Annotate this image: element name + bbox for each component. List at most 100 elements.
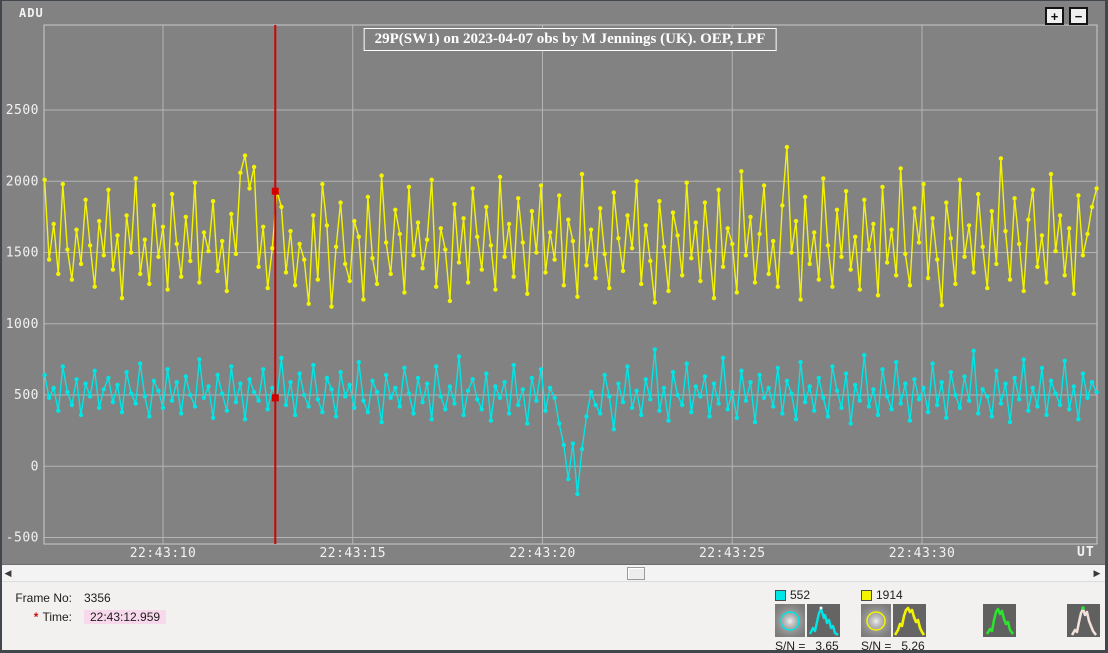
fitted-psf-thumbnail-white[interactable] bbox=[1067, 604, 1100, 637]
data-point[interactable] bbox=[292, 283, 298, 288]
data-point[interactable] bbox=[775, 365, 780, 371]
data-point[interactable] bbox=[279, 204, 284, 210]
data-point[interactable] bbox=[338, 200, 343, 205]
data-point[interactable] bbox=[356, 360, 361, 365]
data-point[interactable] bbox=[730, 241, 735, 247]
data-point[interactable] bbox=[976, 411, 981, 416]
data-point[interactable] bbox=[652, 300, 657, 305]
data-point[interactable] bbox=[302, 257, 307, 262]
data-point[interactable] bbox=[78, 261, 84, 267]
data-point[interactable] bbox=[420, 266, 425, 271]
data-point[interactable] bbox=[484, 204, 489, 210]
data-point[interactable] bbox=[251, 389, 257, 395]
data-point[interactable] bbox=[898, 401, 903, 406]
data-point[interactable] bbox=[980, 244, 985, 249]
data-point[interactable] bbox=[415, 375, 421, 381]
data-point[interactable] bbox=[147, 414, 152, 419]
data-point[interactable] bbox=[802, 399, 808, 405]
data-point[interactable] bbox=[452, 401, 457, 406]
data-point[interactable] bbox=[311, 213, 316, 218]
data-point[interactable] bbox=[784, 144, 790, 150]
data-point[interactable] bbox=[730, 389, 735, 395]
data-point[interactable] bbox=[447, 298, 453, 304]
data-point[interactable] bbox=[356, 234, 361, 239]
data-point[interactable] bbox=[707, 248, 712, 254]
data-point[interactable] bbox=[839, 405, 844, 410]
data-point[interactable] bbox=[884, 394, 890, 399]
data-point[interactable] bbox=[752, 419, 758, 425]
data-point[interactable] bbox=[1012, 375, 1017, 381]
data-point[interactable] bbox=[557, 193, 562, 198]
data-point[interactable] bbox=[1071, 291, 1077, 296]
data-point[interactable] bbox=[124, 370, 129, 375]
data-point[interactable] bbox=[87, 394, 93, 399]
data-point[interactable] bbox=[1035, 264, 1040, 269]
data-point[interactable] bbox=[771, 238, 776, 244]
data-point[interactable] bbox=[324, 375, 330, 381]
data-point[interactable] bbox=[538, 367, 544, 372]
data-point[interactable] bbox=[925, 409, 931, 415]
data-point[interactable] bbox=[397, 404, 402, 409]
data-point[interactable] bbox=[65, 389, 70, 395]
data-point[interactable] bbox=[598, 411, 603, 416]
data-point[interactable] bbox=[224, 288, 229, 294]
data-point[interactable] bbox=[725, 226, 730, 231]
data-point[interactable] bbox=[1089, 204, 1095, 210]
data-point[interactable] bbox=[465, 388, 471, 393]
data-point[interactable] bbox=[497, 395, 503, 400]
frame-scrollbar[interactable]: ◀ ▶ bbox=[0, 564, 1108, 581]
data-point[interactable] bbox=[56, 271, 61, 277]
data-point[interactable] bbox=[639, 412, 644, 418]
data-point[interactable] bbox=[557, 421, 562, 426]
data-point[interactable] bbox=[438, 394, 443, 399]
data-point[interactable] bbox=[857, 398, 862, 403]
data-point[interactable] bbox=[343, 261, 348, 267]
data-point[interactable] bbox=[953, 281, 958, 287]
data-point[interactable] bbox=[461, 216, 466, 221]
data-point[interactable] bbox=[570, 238, 576, 244]
data-point[interactable] bbox=[106, 187, 111, 192]
data-point[interactable] bbox=[525, 291, 530, 296]
data-point[interactable] bbox=[816, 375, 821, 381]
data-point[interactable] bbox=[985, 285, 990, 291]
data-point[interactable] bbox=[1012, 196, 1017, 201]
data-point[interactable] bbox=[520, 240, 525, 245]
data-point[interactable] bbox=[853, 382, 858, 388]
data-point[interactable] bbox=[374, 389, 380, 395]
data-point[interactable] bbox=[229, 211, 234, 217]
data-point[interactable] bbox=[534, 398, 539, 403]
data-point[interactable] bbox=[438, 226, 443, 231]
data-point[interactable] bbox=[119, 409, 125, 415]
data-point[interactable] bbox=[547, 230, 553, 235]
data-point[interactable] bbox=[520, 387, 525, 392]
data-point[interactable] bbox=[51, 221, 56, 227]
data-point[interactable] bbox=[661, 385, 667, 391]
data-point[interactable] bbox=[352, 405, 357, 410]
data-point[interactable] bbox=[812, 408, 817, 413]
data-point[interactable] bbox=[935, 257, 940, 262]
data-point[interactable] bbox=[247, 186, 252, 191]
data-point[interactable] bbox=[643, 223, 648, 228]
data-point[interactable] bbox=[215, 372, 220, 378]
data-point[interactable] bbox=[903, 381, 908, 386]
data-point[interactable] bbox=[675, 392, 680, 398]
data-point[interactable] bbox=[793, 218, 799, 224]
data-point[interactable] bbox=[689, 256, 694, 261]
data-point[interactable] bbox=[812, 230, 817, 235]
data-point[interactable] bbox=[1017, 397, 1022, 402]
data-point[interactable] bbox=[516, 402, 521, 408]
data-point[interactable] bbox=[652, 347, 657, 352]
data-point[interactable] bbox=[497, 174, 503, 180]
data-point[interactable] bbox=[343, 394, 348, 399]
data-point[interactable] bbox=[160, 224, 166, 229]
data-point[interactable] bbox=[748, 380, 753, 385]
data-point[interactable] bbox=[201, 395, 207, 400]
data-point[interactable] bbox=[538, 183, 544, 188]
data-point[interactable] bbox=[529, 209, 535, 214]
data-point[interactable] bbox=[639, 281, 644, 287]
data-point[interactable] bbox=[183, 374, 188, 379]
data-point[interactable] bbox=[311, 362, 316, 368]
data-point[interactable] bbox=[757, 372, 762, 378]
data-point[interactable] bbox=[352, 218, 357, 224]
data-point[interactable] bbox=[912, 377, 917, 382]
